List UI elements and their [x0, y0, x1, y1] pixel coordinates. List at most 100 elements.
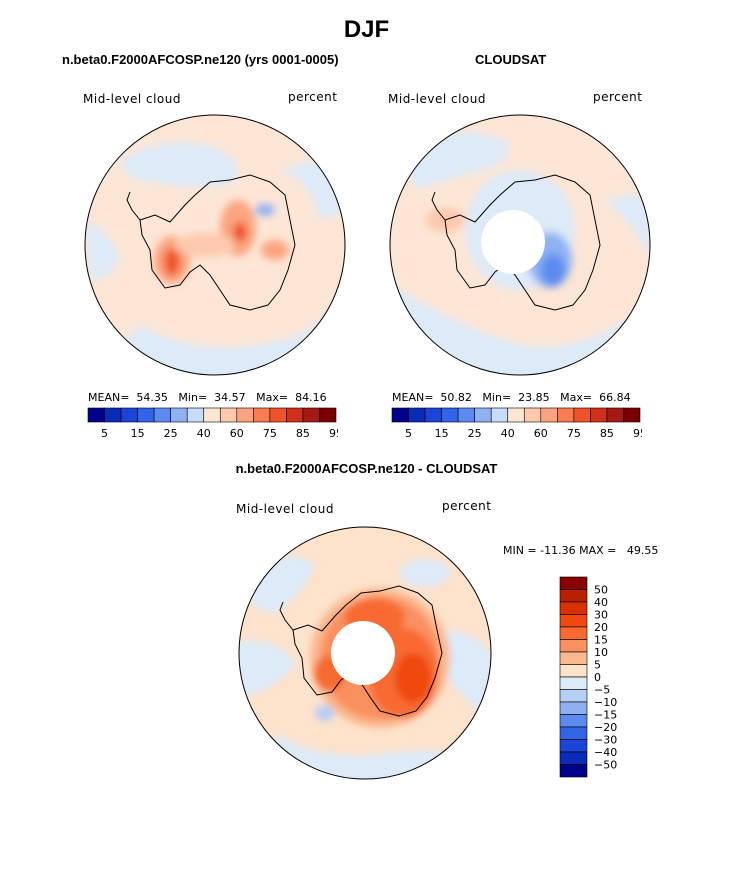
- obs-colorbar-tick-label: 5: [405, 427, 412, 440]
- obs-colorbar-bin: [623, 407, 641, 423]
- diff-colorbar-bin: [559, 676, 588, 690]
- obs-colorbar-tick-label: 95: [633, 427, 642, 440]
- model-mean-value: 54.35: [136, 391, 168, 404]
- model-colorbar-bin: [203, 407, 221, 423]
- diff-antarctic-peninsula: [279, 601, 294, 631]
- model-colorbar-bin: [302, 407, 320, 423]
- model-colorbar-tick-label: 5: [101, 427, 108, 440]
- diff-colorbar-bin: [559, 726, 588, 740]
- diff-blue-patch-upper-right: [400, 559, 450, 587]
- obs-mean-value: 50.82: [440, 391, 472, 404]
- diff-colorbar-tick-label: −10: [594, 696, 617, 709]
- diff-blue-region-left: [239, 640, 295, 698]
- model-colorbar-tick-label: 60: [230, 427, 244, 440]
- diff-colorbar-bin: [559, 751, 588, 765]
- model-colorbar-bin: [120, 407, 138, 423]
- obs-colorbar-bin: [523, 407, 542, 423]
- diff-no-data-pole-hole: [331, 621, 395, 685]
- model-map-border: [84, 114, 346, 376]
- obs-colorbar-tick-label: 75: [567, 427, 581, 440]
- obs-units-label: percent: [593, 90, 643, 104]
- model-colorbar-tick-label: 40: [197, 427, 211, 440]
- model-min-label: Min=: [178, 391, 208, 404]
- model-variable-label: Mid-level cloud: [83, 92, 181, 106]
- obs-colorbar-tick-label: 60: [534, 427, 548, 440]
- diff-warm-peak-east: [395, 653, 431, 703]
- obs-colorbar-bin: [391, 407, 409, 423]
- diff-colorbar-tick-label: 30: [594, 609, 608, 622]
- model-polar-map: [84, 114, 346, 376]
- model-colorbar-bin: [219, 407, 238, 423]
- model-blue-region-top: [120, 142, 238, 187]
- model-colorbar-bin: [104, 407, 122, 423]
- obs-colorbar-bin: [557, 407, 575, 423]
- diff-variable-label: Mid-level cloud: [236, 502, 334, 516]
- diff-blue-region-right: [435, 631, 491, 723]
- obs-colorbar-bin: [540, 407, 558, 423]
- obs-colorbar-bin: [590, 407, 608, 423]
- model-colorbar-bin: [253, 407, 271, 423]
- model-colorbar: 5 15 25 40 60 75 85 95: [87, 407, 338, 440]
- obs-colorbar-tick-label: 40: [501, 427, 515, 440]
- obs-blue-region-bottom: [390, 280, 650, 375]
- obs-colorbar-bin: [507, 407, 525, 423]
- diff-colorbar-tick-label: 5: [594, 659, 601, 672]
- diff-minmax: MIN = -11.36 MAX = 49.55: [503, 544, 659, 557]
- model-antarctica-outline: [139, 174, 296, 311]
- obs-colorbar-tick-label: 25: [468, 427, 482, 440]
- model-colorbar-tick-label: 85: [296, 427, 310, 440]
- diff-colorbar-bin: [559, 589, 588, 603]
- diff-colorbar-tick-label: −30: [594, 734, 617, 747]
- diff-units-label: percent: [442, 499, 492, 513]
- diff-colorbar-tick-label: −20: [594, 721, 617, 734]
- obs-no-data-pole-hole: [481, 210, 545, 274]
- obs-antarctic-peninsula: [431, 191, 446, 221]
- diff-antarctica-outline: [292, 585, 443, 717]
- model-mid-cloud-patch: [175, 233, 235, 257]
- diff-colorbar-tick-label: −50: [594, 759, 617, 772]
- diff-colorbar-tick-label: −15: [594, 709, 617, 722]
- model-colorbar-bin: [170, 407, 188, 423]
- model-colorbar-bin: [153, 407, 171, 423]
- obs-min-value: 23.85: [518, 391, 550, 404]
- diff-map-border: [238, 526, 492, 780]
- obs-colorbar-bin: [606, 407, 624, 423]
- model-stats: MEAN= 54.35 Min= 34.57 Max= 84.16: [88, 391, 327, 404]
- model-units-label: percent: [288, 90, 338, 104]
- model-colorbar-tick-label: 75: [263, 427, 277, 440]
- obs-colorbar: 5 15 25 40 60 75 85 95: [391, 407, 642, 440]
- obs-map-border: [389, 114, 651, 376]
- model-colorbar-bin: [269, 407, 287, 423]
- diff-colorbar-bin: [559, 601, 588, 615]
- obs-colorbar-bin: [573, 407, 591, 423]
- model-colorbar-bin: [186, 407, 205, 423]
- obs-polar-map: [389, 114, 651, 376]
- obs-colorbar-bin: [441, 407, 459, 423]
- model-colorbar-bin: [236, 407, 254, 423]
- model-max-value: 84.16: [295, 391, 327, 404]
- model-colorbar-tick-label: 95: [329, 427, 338, 440]
- model-high-cloud-core-west: [164, 248, 180, 276]
- model-antarctic-peninsula: [126, 191, 141, 221]
- model-colorbar-bin: [87, 407, 105, 423]
- obs-colorbar-bin: [408, 407, 426, 423]
- obs-colorbar-tick-label: 85: [600, 427, 614, 440]
- diff-colorbar-tick-label: 40: [594, 596, 608, 609]
- diff-colorbar-bin: [559, 614, 588, 628]
- model-panel-title: n.beta0.F2000AFCOSP.ne120 (yrs 0001-0005…: [62, 52, 339, 67]
- diff-colorbar-bin: [559, 639, 588, 653]
- diff-blue-patch-lower-left: [315, 705, 335, 721]
- diff-colorbar-tick-label: 0: [594, 671, 601, 684]
- model-min-value: 34.57: [214, 391, 246, 404]
- model-mean-label: MEAN=: [88, 391, 130, 404]
- diff-colorbar-tick-label: 10: [594, 646, 608, 659]
- diff-colorbar-bin: [559, 764, 588, 778]
- diff-colorbar-bin: [559, 651, 588, 665]
- diff-colorbar-bin: [559, 739, 588, 753]
- diff-colorbar-bin: [559, 701, 588, 715]
- diff-colorbar-tick-label: −40: [594, 746, 617, 759]
- model-colorbar-bin: [319, 407, 337, 423]
- obs-mean-label: MEAN=: [392, 391, 434, 404]
- model-colorbar-bin: [286, 407, 304, 423]
